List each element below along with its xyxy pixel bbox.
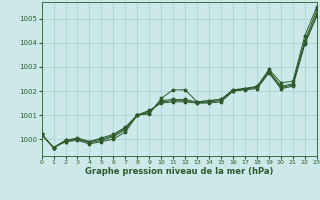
X-axis label: Graphe pression niveau de la mer (hPa): Graphe pression niveau de la mer (hPa) [85, 167, 273, 176]
